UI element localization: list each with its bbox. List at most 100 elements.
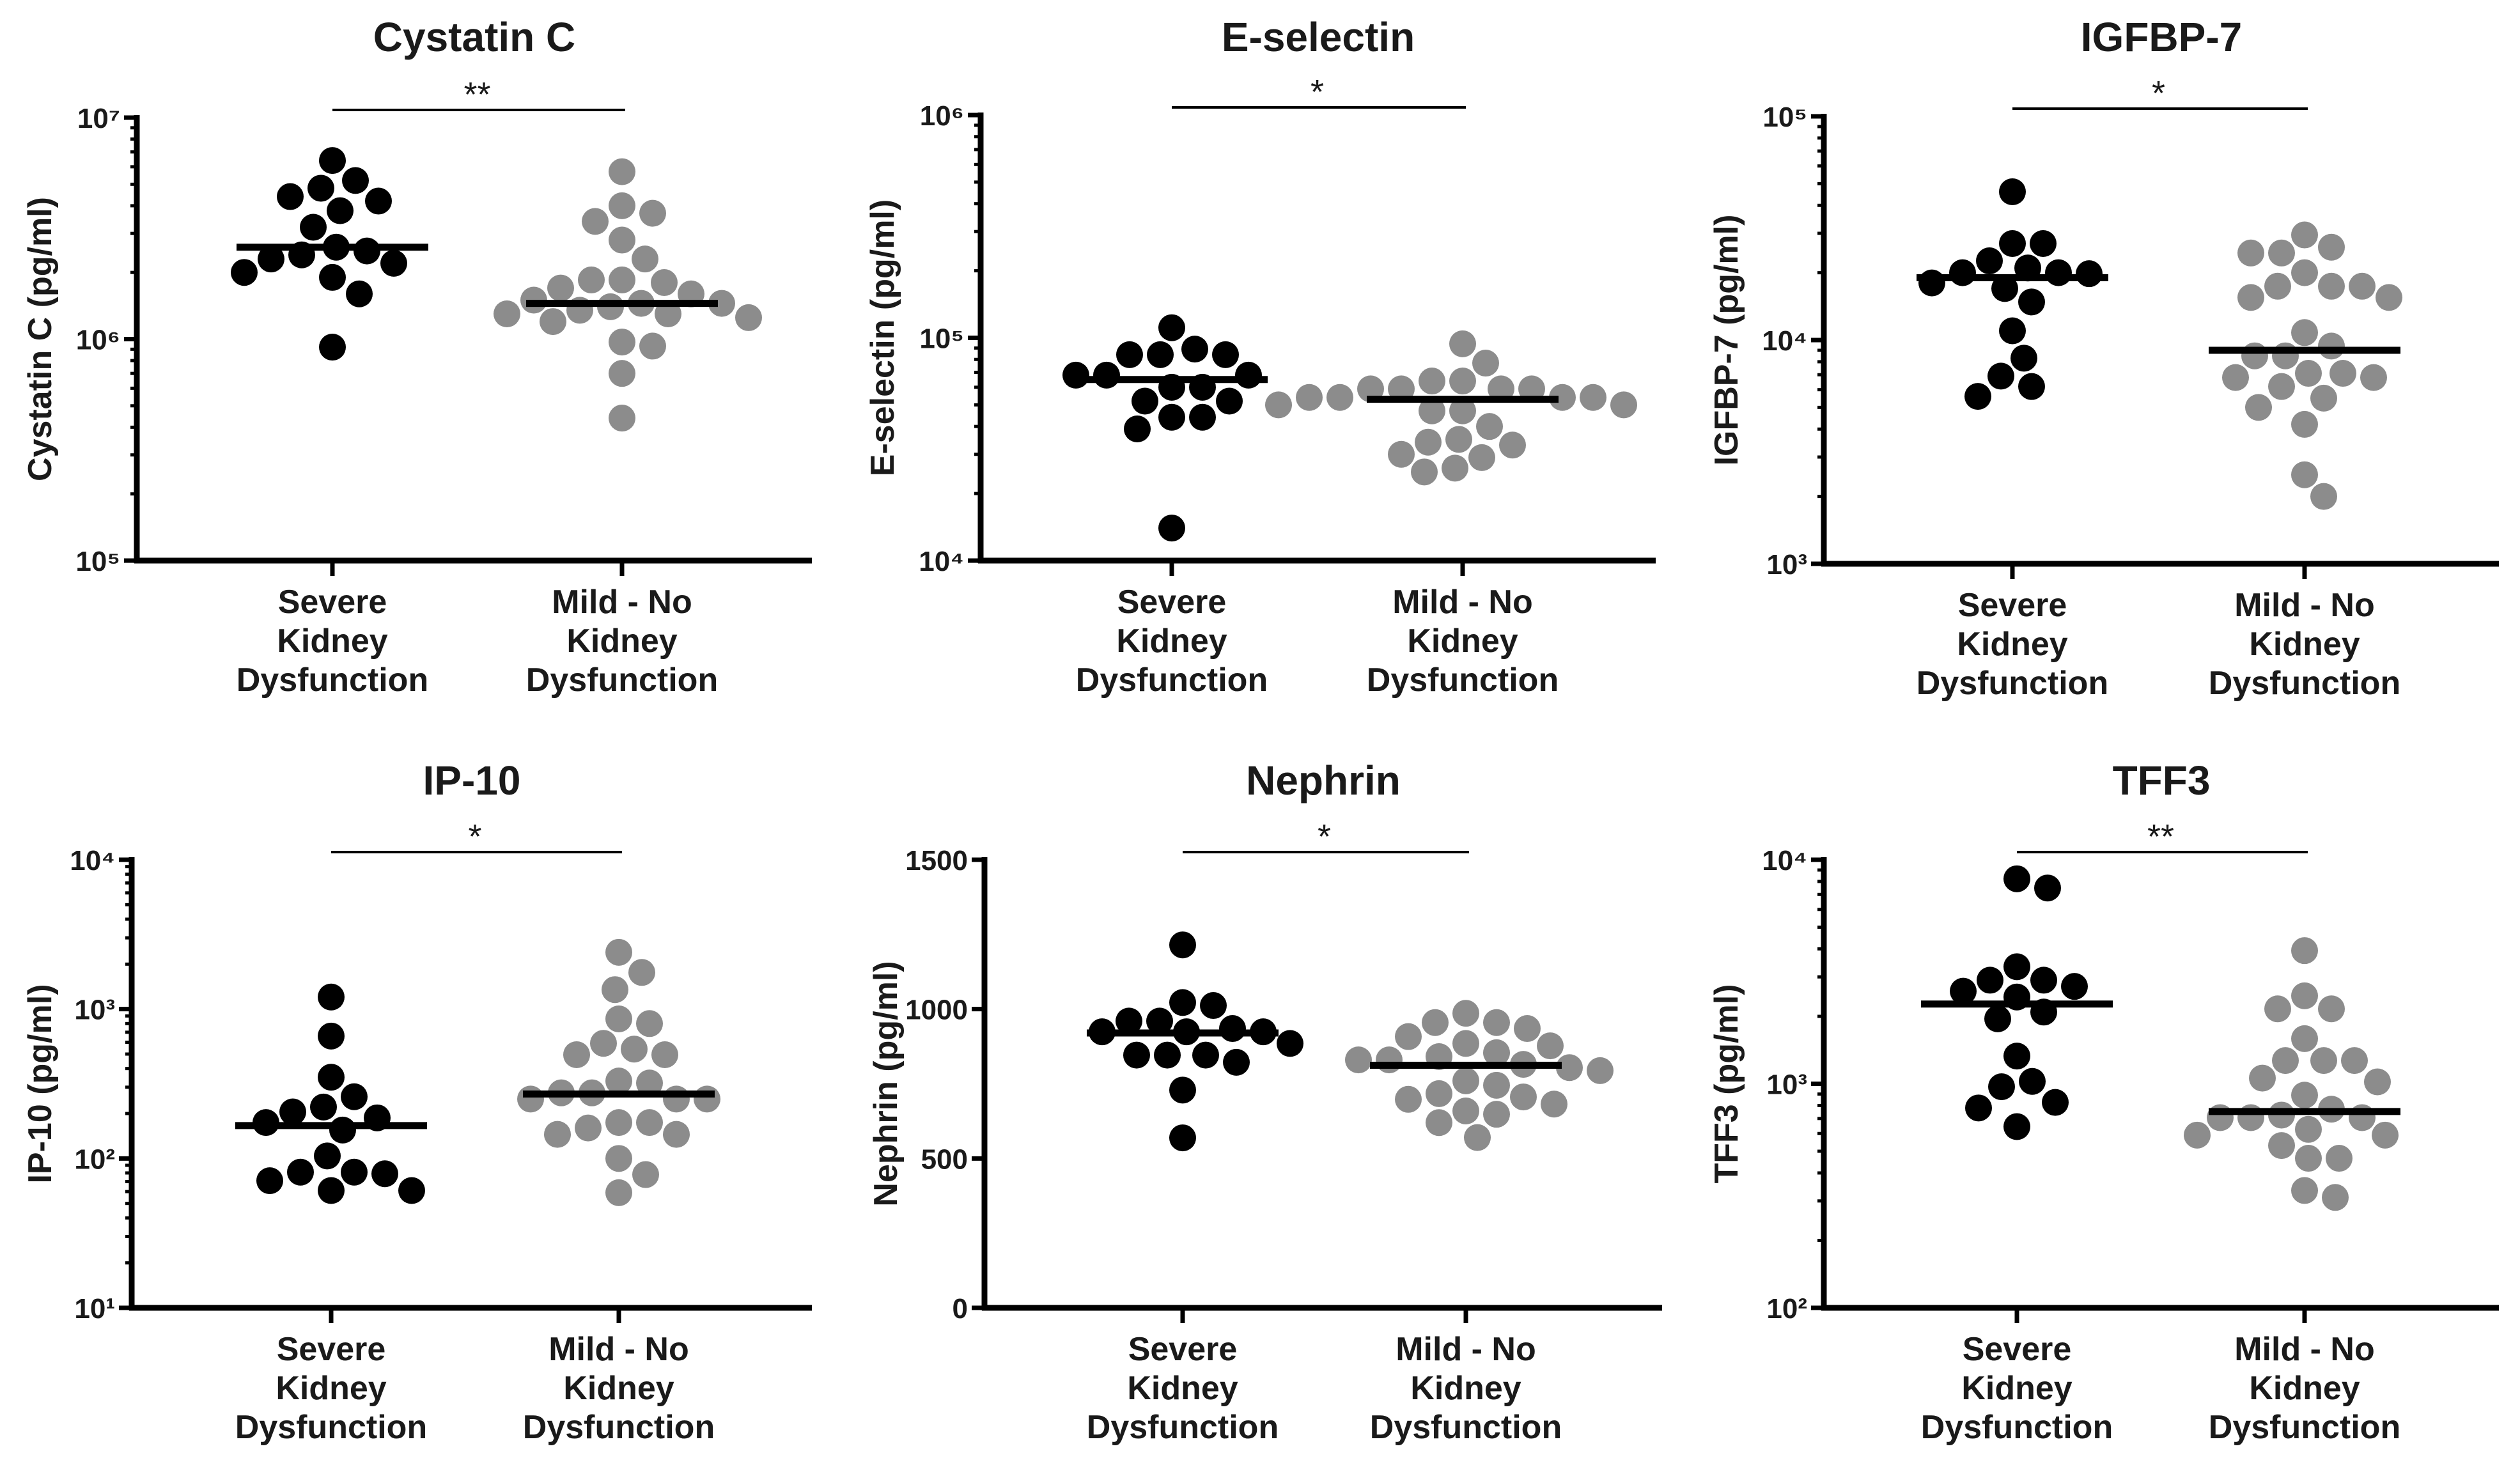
data-point: [314, 1142, 341, 1170]
data-point: [1395, 1023, 1422, 1050]
data-point: [2245, 394, 2272, 421]
data-point: [1445, 426, 1472, 453]
significance-stars: *: [2152, 74, 2165, 113]
series-severe: [253, 983, 425, 1204]
y-tick-label: 10³: [1766, 549, 1807, 580]
series-mild: [494, 158, 762, 432]
data-point: [547, 274, 574, 302]
data-point: [2061, 973, 2088, 1000]
x-category-label: Kidney: [277, 623, 387, 660]
x-category-label: Dysfunction: [526, 662, 718, 699]
data-point: [1426, 1109, 1452, 1137]
data-point: [1169, 1076, 1196, 1104]
data-point: [2003, 953, 2030, 981]
data-point: [1449, 330, 1476, 357]
data-point: [1169, 989, 1196, 1016]
y-axis-label: E-selectin (pg/ml): [864, 199, 901, 476]
y-tick-label: 10⁵: [75, 546, 120, 577]
data-point: [1212, 341, 1239, 368]
x-category-label: Dysfunction: [235, 1409, 427, 1446]
y-tick-label: 10⁶: [76, 325, 120, 356]
data-point: [1265, 391, 1292, 419]
data-point: [1345, 1046, 1372, 1074]
data-point: [2295, 1145, 2322, 1172]
y-tick-label: 1000: [905, 995, 968, 1026]
data-point: [1132, 387, 1158, 415]
data-point: [2310, 483, 2337, 510]
data-point: [1388, 440, 1415, 468]
x-category-label: Kidney: [1116, 623, 1227, 660]
data-point: [318, 1064, 345, 1091]
data-point: [1442, 454, 1468, 482]
data-point: [1452, 1000, 1479, 1027]
y-tick-label: 10¹: [74, 1293, 115, 1324]
data-point: [1483, 1039, 1510, 1066]
data-point: [609, 266, 635, 293]
x-category-label: Mild - No: [2234, 587, 2375, 624]
data-point: [1169, 931, 1196, 959]
y-tick-label: 10⁵: [1762, 102, 1807, 133]
data-point: [540, 308, 566, 336]
data-point: [2030, 966, 2057, 994]
data-point: [605, 1067, 632, 1095]
data-point: [2045, 259, 2072, 286]
series-mild: [517, 938, 720, 1206]
series-severe: [231, 147, 407, 361]
data-point: [1499, 431, 1526, 459]
data-point: [636, 1109, 663, 1137]
y-tick-label: 10³: [74, 995, 115, 1026]
data-point: [1296, 384, 1323, 411]
data-point: [2329, 360, 2356, 387]
data-point: [2326, 1145, 2353, 1172]
data-point: [1556, 1054, 1583, 1082]
data-point: [2184, 1121, 2211, 1149]
data-point: [2272, 342, 2299, 369]
data-point: [1476, 413, 1503, 440]
data-point: [2291, 461, 2318, 488]
data-point: [1154, 1041, 1181, 1069]
data-point: [1610, 391, 1637, 419]
data-point: [2376, 284, 2402, 311]
data-point: [1147, 341, 1174, 368]
data-point: [2291, 982, 2318, 1009]
data-point: [1580, 384, 1606, 411]
data-point: [1988, 1073, 2015, 1101]
data-point: [2268, 1101, 2295, 1129]
series-severe: [1918, 178, 2103, 410]
data-point: [329, 1116, 356, 1144]
data-point: [636, 1010, 663, 1037]
data-point: [2295, 1115, 2322, 1143]
data-point: [1999, 178, 2026, 206]
data-point: [2003, 865, 2030, 892]
data-point: [2372, 1121, 2399, 1149]
data-point: [1235, 361, 1262, 389]
data-point: [609, 360, 635, 387]
series-severe: [1089, 931, 1303, 1152]
data-point: [1483, 1101, 1510, 1128]
data-point: [2268, 1132, 2295, 1160]
data-point: [651, 1041, 678, 1069]
data-point: [2272, 1047, 2299, 1075]
data-point: [735, 304, 762, 331]
data-point: [1277, 1030, 1303, 1057]
significance-stars: *: [1318, 818, 1331, 856]
data-point: [663, 1085, 690, 1113]
data-point: [2019, 1067, 2046, 1095]
data-point: [578, 266, 605, 293]
data-point: [609, 158, 635, 185]
data-point: [639, 332, 666, 360]
data-point: [1449, 397, 1476, 424]
data-point: [563, 1041, 590, 1069]
data-point: [307, 175, 334, 202]
data-point: [256, 1167, 283, 1195]
panel-title: E-selectin: [1222, 14, 1415, 60]
data-point: [517, 1085, 544, 1113]
data-point: [327, 197, 354, 224]
data-point: [575, 1114, 602, 1142]
data-point: [636, 1069, 663, 1097]
y-tick-label: 10⁴: [1762, 845, 1807, 876]
data-point: [279, 1098, 306, 1126]
data-point: [1426, 1080, 1452, 1107]
data-point: [609, 405, 635, 432]
